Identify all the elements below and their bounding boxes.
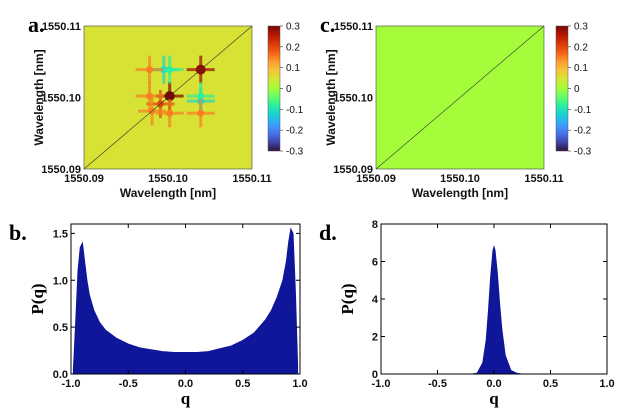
- heatmap-peak: [197, 92, 205, 100]
- y-tick-label: 1550.11: [334, 21, 373, 33]
- x-tick-label: 1550.09: [356, 173, 396, 185]
- x-tick-label: 0.5: [543, 378, 558, 390]
- panel-b: -1.0 -0.5 0.0 0.5 1.0 0.0 0.5 1.0 1.5 q P(q) b.: [9, 220, 308, 408]
- x-axis-label: q: [181, 389, 191, 408]
- x-tick-label: 1550.11: [232, 173, 271, 185]
- plot-frame: [83, 25, 253, 170]
- colorbar-tick-label: -0.3: [574, 147, 592, 158]
- colorbar-tick-label: 0.2: [574, 42, 588, 53]
- panel-label: d.: [319, 220, 337, 245]
- colorbar-tick-label: -0.2: [574, 126, 592, 137]
- colorbar-tick-label: 0.2: [286, 42, 300, 53]
- y-tick-label: 1550.09: [333, 164, 373, 176]
- y-tick-label: 0.0: [53, 369, 68, 381]
- diagonal-line: [375, 25, 545, 170]
- colorbar-tick-label: 0: [574, 84, 580, 95]
- x-axis-label: q: [489, 389, 499, 408]
- heatmap-peak: [146, 66, 154, 74]
- y-axis-label: P(q): [338, 283, 357, 314]
- x-tick-label: 1550.10: [440, 173, 480, 185]
- colorbar-tick-label: -0.3: [286, 147, 304, 158]
- heatmap-peak: [197, 109, 205, 117]
- colorbar-tick-label: 0.1: [574, 63, 588, 74]
- x-tick-label: 1.0: [292, 378, 307, 390]
- y-tick-label: 6: [372, 257, 378, 269]
- colorbar-tick-label: 0: [286, 84, 292, 95]
- heatmap-peak: [166, 109, 174, 117]
- colorbar-tick-label: -0.2: [286, 126, 304, 137]
- colorbar: [555, 25, 569, 152]
- y-tick-label: 1550.10: [41, 93, 81, 105]
- panel-c: 1550.09 1550.10 1550.11 1550.09 1550.10 1550.…: [320, 12, 592, 200]
- x-tick-label: -0.5: [119, 378, 138, 390]
- y-axis-label: Wavelength [nm]: [32, 49, 46, 145]
- plot-frame: [375, 25, 545, 170]
- y-tick-label: 4: [372, 294, 379, 306]
- x-tick-label: 0.5: [235, 378, 250, 390]
- x-axis-label: Wavelength [nm]: [412, 186, 508, 200]
- x-tick-label: 1550.10: [148, 173, 188, 185]
- distribution-area: [72, 227, 299, 375]
- y-tick-label: 1550.10: [333, 93, 373, 105]
- colorbar: [267, 25, 281, 152]
- y-tick-label: 8: [372, 219, 378, 231]
- x-tick-label: -1.0: [62, 378, 81, 390]
- x-axis-label: Wavelength [nm]: [120, 186, 216, 200]
- x-tick-label: 1.0: [599, 378, 614, 390]
- panel-d: -1.0 -0.5 0.0 0.5 1.0 0 2 4 6 8 q P(q) d.: [319, 219, 615, 408]
- y-tick-label: 2: [372, 332, 378, 344]
- panel-a: 1550.09 1550.10 1550.11 1550.09 1550.10 1550.…: [28, 12, 304, 200]
- colorbar-tick-label: 0.1: [286, 63, 300, 74]
- panel-label: a.: [28, 12, 45, 37]
- y-axis-label: P(q): [28, 283, 47, 314]
- heatmap-peak: [166, 66, 174, 74]
- x-tick-label: -0.5: [428, 378, 447, 390]
- x-tick-label: -1.0: [372, 378, 391, 390]
- colorbar-tick-label: 0.3: [574, 22, 588, 33]
- x-tick-label: 0.0: [178, 378, 193, 390]
- panel-label: c.: [320, 12, 335, 37]
- x-tick-label: 1550.09: [64, 173, 104, 185]
- y-tick-label: 1.5: [53, 228, 68, 240]
- colorbar-tick-label: -0.1: [574, 105, 592, 116]
- y-tick-label: 1.0: [53, 275, 68, 287]
- y-tick-label: 0: [372, 369, 378, 381]
- colorbar-tick-label: 0.3: [286, 22, 300, 33]
- y-tick-label: 1550.11: [42, 21, 81, 33]
- y-axis-label: Wavelength [nm]: [324, 49, 338, 145]
- x-tick-label: 1550.11: [524, 173, 563, 185]
- diagonal-line: [83, 25, 253, 170]
- distribution-area: [471, 245, 523, 375]
- colorbar-tick-label: -0.1: [286, 105, 304, 116]
- y-tick-label: 0.5: [53, 322, 68, 334]
- panel-label: b.: [9, 220, 27, 245]
- heatmap-peak: [146, 92, 154, 100]
- x-tick-label: 0.0: [486, 378, 501, 390]
- y-tick-label: 1550.09: [41, 164, 81, 176]
